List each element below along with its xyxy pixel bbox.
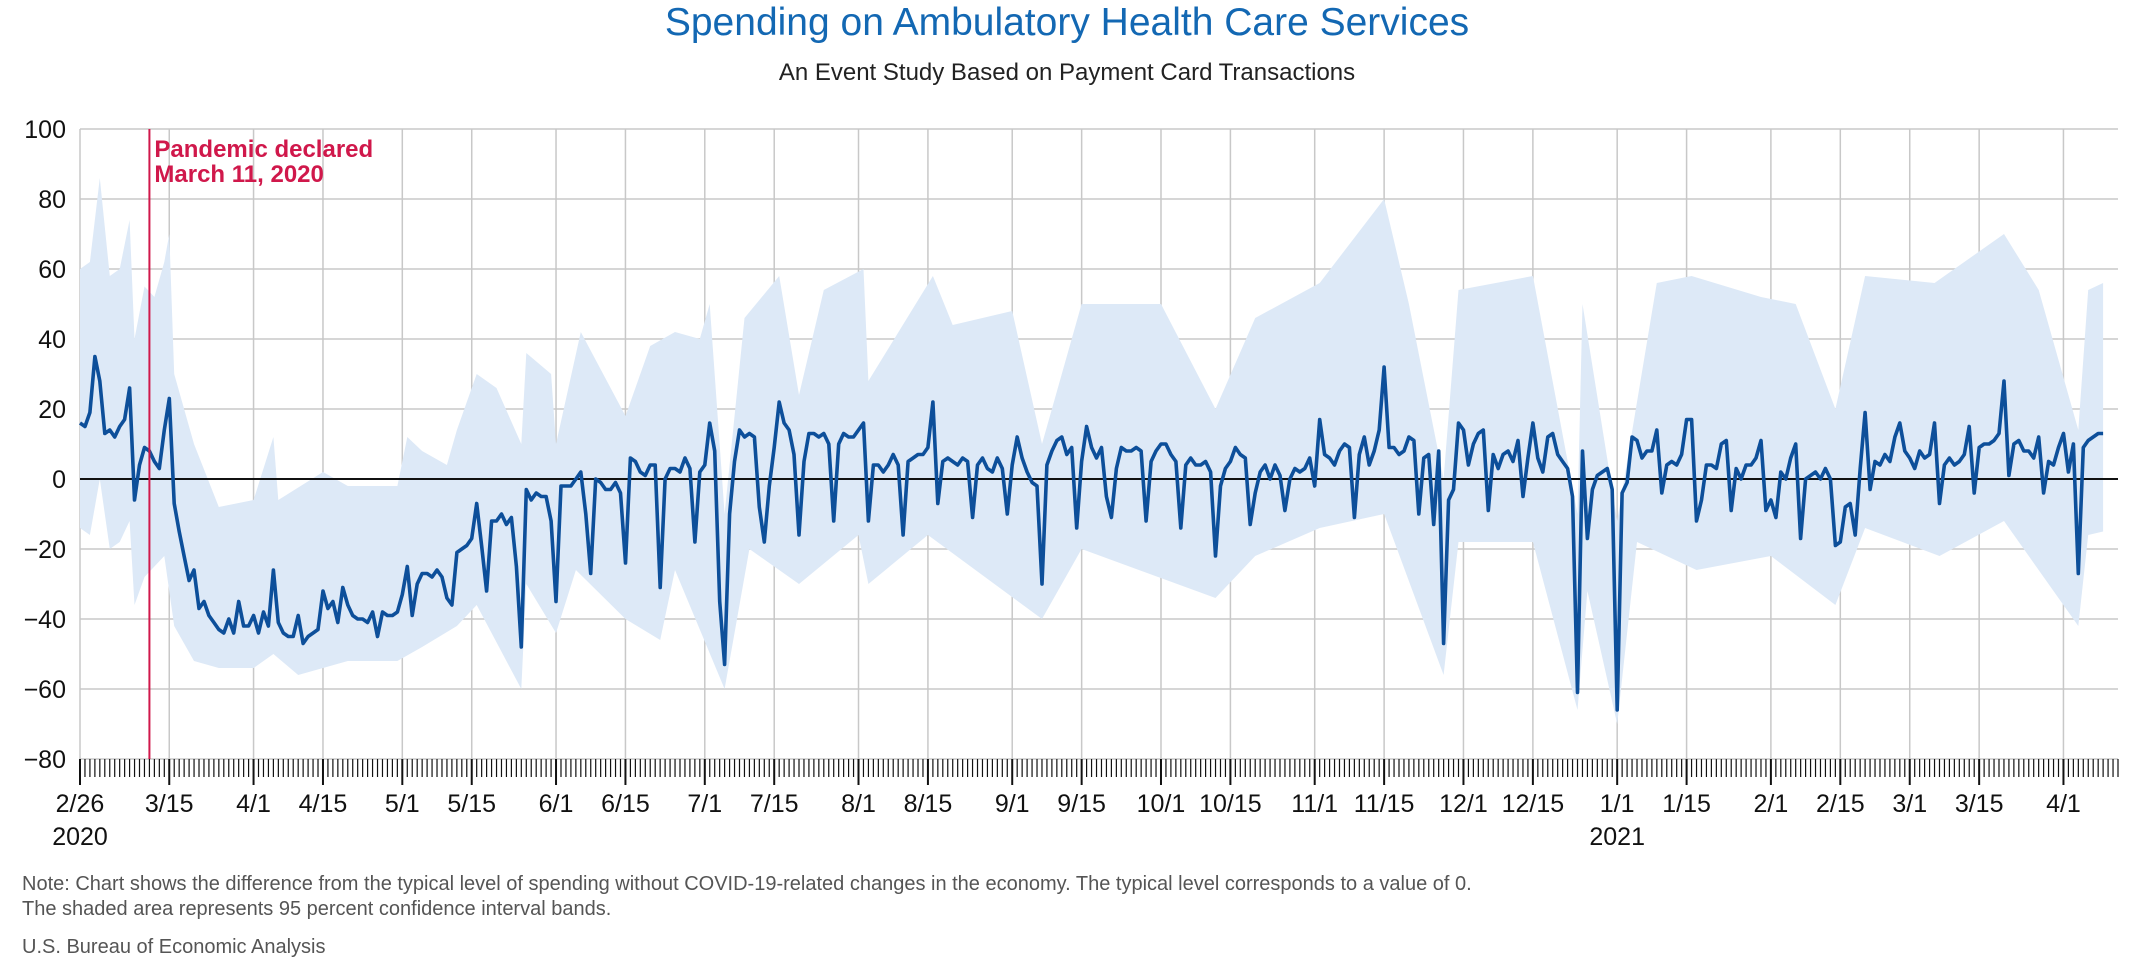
x-tick-label: 5/15 [447, 790, 496, 818]
x-tick-label: 4/1 [236, 790, 271, 818]
x-tick-label: 3/15 [1955, 790, 2004, 818]
x-tick-label: 11/1 [1291, 790, 1338, 818]
x-tick-label: 11/15 [1354, 790, 1415, 818]
x-year-label: 2020 [52, 823, 108, 850]
x-tick-label: 6/15 [601, 790, 650, 818]
x-tick-label: 3/15 [145, 790, 194, 818]
x-tick-label: 1/15 [1662, 790, 1711, 818]
x-tick-label: 6/1 [539, 790, 574, 818]
x-tick-label: 7/15 [750, 790, 799, 818]
x-tick-label: 4/15 [299, 790, 348, 818]
y-tick-label: 20 [38, 396, 66, 424]
series-line-layer [78, 354, 2104, 712]
axis-layer: 100 80 60 40 20 0 −20 −40 −60 −80 2/26 2020 3/15 4/1 4… [24, 116, 2119, 850]
x-tick-label: 10/15 [1199, 790, 1262, 818]
y-tick-label: 0 [52, 466, 66, 494]
x-tick-label: 4/1 [2046, 790, 2081, 818]
y-tick-label: −40 [24, 606, 66, 634]
x-tick-label: 1/1 [1600, 790, 1635, 818]
y-tick-label: 100 [24, 116, 66, 144]
x-year-label: 2021 [1589, 823, 1645, 850]
x-tick-label: 2/26 [56, 790, 105, 818]
chart-source: U.S. Bureau of Economic Analysis [22, 936, 326, 958]
y-tick-label: −20 [24, 536, 66, 564]
chart-note-line-1: Note: Chart shows the difference from th… [22, 873, 1472, 895]
spending-series-line [78, 354, 2104, 712]
x-tick-label: 12/1 [1439, 790, 1488, 818]
x-tick-label: 2/1 [1754, 790, 1789, 818]
x-tick-label: 9/1 [995, 790, 1030, 818]
y-tick-label: 40 [38, 326, 66, 354]
x-tick-label: 3/1 [1892, 790, 1927, 818]
x-tick-label: 5/1 [385, 790, 420, 818]
chart-note-line-2: The shaded area represents 95 percent co… [22, 898, 612, 920]
y-tick-label: −60 [24, 676, 66, 704]
chart-subtitle: An Event Study Based on Payment Card Tra… [778, 59, 1356, 86]
event-label-line-2: March 11, 2020 [154, 161, 323, 188]
x-tick-label: 7/1 [687, 790, 722, 818]
y-tick-label: −80 [24, 746, 66, 774]
y-tick-label: 60 [38, 256, 66, 284]
x-tick-label: 8/15 [904, 790, 953, 818]
chart-title: Spending on Ambulatory Health Care Servi… [664, 1, 1470, 44]
x-tick-label: 8/1 [841, 790, 876, 818]
x-tick-label: 10/1 [1137, 790, 1186, 818]
x-tick-label: 9/15 [1057, 790, 1106, 818]
event-label-line-1: Pandemic declared [154, 136, 373, 163]
x-daily-ticks [79, 759, 2119, 777]
x-tick-label: 2/15 [1816, 790, 1865, 818]
line-chart: 100 80 60 40 20 0 −20 −40 −60 −80 2/26 2020 3/15 4/1 4… [24, 116, 2119, 850]
x-tick-label: 12/15 [1502, 790, 1565, 818]
y-tick-label: 80 [38, 186, 66, 214]
